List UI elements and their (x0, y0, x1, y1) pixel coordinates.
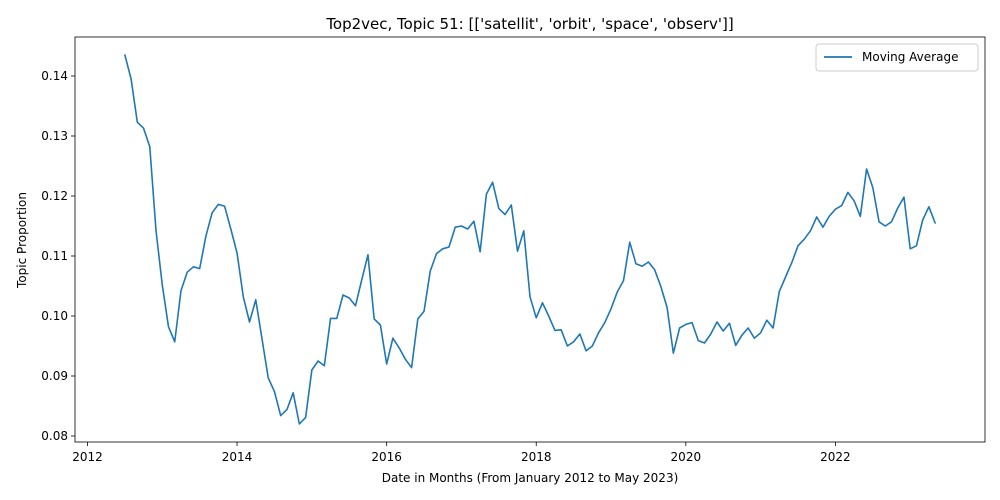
legend-label-moving-average: Moving Average (862, 50, 958, 64)
x-tick-label: 2020 (671, 450, 702, 464)
y-tick-label: 0.09 (41, 369, 68, 383)
y-tick-label: 0.08 (41, 429, 68, 443)
x-tick-label: 2014 (222, 450, 253, 464)
y-axis-label: Topic Proportion (15, 192, 29, 289)
x-tick-label: 2016 (371, 450, 402, 464)
y-tick-label: 0.13 (41, 129, 68, 143)
x-tick-label: 2018 (521, 450, 552, 464)
y-tick-label: 0.14 (41, 69, 68, 83)
series-line-moving-average (124, 54, 936, 425)
plot-frame (74, 36, 986, 443)
y-axis: 0.08 0.09 0.10 0.11 0.12 0.13 0.14 (41, 69, 75, 443)
series-layer (124, 54, 936, 425)
x-axis-label: Date in Months (From January 2012 to May… (382, 471, 679, 485)
chart-title: Top2vec, Topic 51: [['satellit', 'orbit'… (325, 15, 733, 33)
plot-background (75, 37, 985, 442)
y-tick-label: 0.12 (41, 189, 68, 203)
y-tick-label: 0.11 (41, 249, 68, 263)
legend-box (815, 43, 979, 72)
x-tick-label: 2012 (72, 450, 103, 464)
legend: Moving Average (815, 43, 979, 72)
plot-area (74, 36, 986, 443)
x-tick-label: 2022 (820, 450, 851, 464)
x-axis: 2012 2014 2016 2018 2020 2022 (72, 442, 851, 464)
y-tick-label: 0.10 (41, 309, 68, 323)
